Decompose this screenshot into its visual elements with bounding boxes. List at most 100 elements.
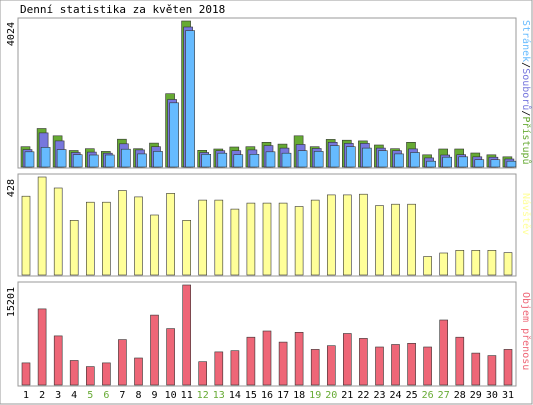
bar-bytes-Objem přenosu-day-19 <box>310 349 320 386</box>
x-tick-label-day-18: 18 <box>293 390 305 401</box>
bar-visits-Návštěv-day-27 <box>439 252 449 276</box>
x-tick-label-day-25: 25 <box>406 390 418 401</box>
bar-bytes-Objem přenosu-day-18 <box>294 331 304 386</box>
bar-bytes-Objem přenosu-day-13 <box>214 351 224 386</box>
x-tick-label-day-31: 31 <box>502 390 514 401</box>
bar-bytes-Objem přenosu-day-31 <box>503 349 513 386</box>
bar-bytes-Objem přenosu-day-24 <box>391 344 400 386</box>
bar-hits-Stránek-day-24 <box>394 153 404 168</box>
chart-panels: 4024 Stránek/Souborů/Přístupů428Návštěv15… <box>6 17 532 387</box>
bar-visits-Návštěv-day-22 <box>359 193 368 276</box>
bar-hits-Stránek-day-11 <box>185 30 195 168</box>
bar-bytes-Objem přenosu-day-11 <box>182 284 191 386</box>
bar-bytes-Objem přenosu-day-23 <box>375 346 384 386</box>
bar-hits-Stránek-day-18 <box>297 150 308 168</box>
bar-hits-Stránek-day-4 <box>72 154 83 168</box>
bar-visits-Návštěv-day-11 <box>182 220 191 276</box>
x-tick-label-day-16: 16 <box>261 390 273 401</box>
chart-title: Denní statistika za květen 2018 <box>20 3 225 16</box>
bar-hits-Stránek-day-20 <box>329 145 340 168</box>
bar-visits-Návštěv-day-6 <box>102 201 111 276</box>
y-max-label-bytes: 15201 <box>6 287 17 317</box>
x-tick-label-day-2: 2 <box>39 390 45 401</box>
bar-visits-Návštěv-day-18 <box>294 206 304 276</box>
x-tick-label-day-6: 6 <box>103 390 109 401</box>
legend-visits: Návštěv <box>520 193 532 235</box>
bar-visits-Návštěv-day-9 <box>150 214 159 276</box>
legend-part-hits-2: Souborů <box>520 68 532 110</box>
bar-bytes-Objem přenosu-day-4 <box>69 360 79 386</box>
x-tick-label-day-11: 11 <box>181 390 193 401</box>
legend-part-hits-1: / <box>520 62 531 68</box>
bar-hits-Stránek-day-14 <box>233 154 244 168</box>
x-tick-label-day-9: 9 <box>151 390 157 401</box>
bar-bytes-Objem přenosu-day-14 <box>230 350 240 386</box>
legend-hits: Stránek/Souborů/Přístupů <box>520 20 532 165</box>
bar-bytes-Objem přenosu-day-1 <box>21 362 31 386</box>
bar-hits-Stránek-day-9 <box>153 151 163 168</box>
bar-hits-Stránek-day-26 <box>426 160 436 168</box>
x-tick-label-day-14: 14 <box>229 390 241 401</box>
bar-visits-Návštěv-day-29 <box>471 250 481 276</box>
bar-hits-Stránek-day-5 <box>89 154 99 168</box>
bar-hits-Stránek-day-2 <box>40 147 51 168</box>
bar-visits-Návštěv-day-10 <box>166 193 175 276</box>
bar-hits-Stránek-day-28 <box>458 156 469 168</box>
x-tick-label-day-15: 15 <box>245 390 257 401</box>
x-axis-tick-labels: 1 2 3 4 5 6 7 8 9 10 11 12 13 14 15 16 17 18 19 20 21 22 23 24 2… <box>23 390 514 401</box>
bar-visits-Návštěv-day-5 <box>86 201 95 276</box>
bar-bytes-Objem přenosu-day-3 <box>53 335 63 386</box>
bar-hits-Stránek-day-3 <box>56 149 67 168</box>
panel-frame-visits <box>17 173 517 277</box>
bar-bytes-Objem přenosu-day-27 <box>439 319 449 386</box>
bar-visits-Návštěv-day-13 <box>214 199 224 276</box>
x-tick-label-day-28: 28 <box>454 390 466 401</box>
bar-visits-Návštěv-day-28 <box>455 250 465 276</box>
legend-part-visits-0: Návštěv <box>520 193 532 235</box>
bar-hits-Stránek-day-30 <box>490 159 501 168</box>
bar-bytes-Objem přenosu-day-22 <box>359 338 368 386</box>
legend-part-hits-4: Přístupů <box>520 116 532 164</box>
x-tick-label-day-10: 10 <box>165 390 177 401</box>
bar-bytes-Objem přenosu-day-29 <box>471 352 481 386</box>
bar-bytes-Objem přenosu-day-9 <box>150 314 159 386</box>
x-tick-label-day-17: 17 <box>277 390 289 401</box>
bar-hits-Stránek-day-22 <box>362 147 372 168</box>
bar-visits-Návštěv-day-14 <box>230 208 240 276</box>
x-tick-label-day-1: 1 <box>23 390 29 401</box>
x-tick-label-day-3: 3 <box>55 390 61 401</box>
bar-bytes-Objem přenosu-day-5 <box>86 366 95 386</box>
x-tick-label-day-19: 19 <box>309 390 321 401</box>
y-max-label-hits: 4024 <box>6 22 17 46</box>
bar-visits-Návštěv-day-8 <box>134 196 143 276</box>
panel-frame-bytes <box>17 281 517 387</box>
x-tick-label-day-29: 29 <box>470 390 482 401</box>
bar-bytes-Objem přenosu-day-10 <box>166 328 175 386</box>
x-tick-label-day-21: 21 <box>341 390 353 401</box>
bar-hits-Stránek-day-23 <box>378 150 388 168</box>
bar-hits-Stránek-day-1 <box>24 151 35 168</box>
bar-bytes-Objem přenosu-day-21 <box>342 333 352 386</box>
bar-visits-Návštěv-day-4 <box>69 220 79 276</box>
bar-hits-Stránek-day-31 <box>506 160 517 168</box>
bar-hits-Stránek-day-13 <box>217 152 228 168</box>
x-tick-label-day-4: 4 <box>71 390 77 401</box>
bar-visits-Návštěv-day-30 <box>487 250 497 276</box>
bar-hits-Stránek-day-25 <box>410 152 420 168</box>
bar-bytes-Objem přenosu-day-2 <box>37 308 47 386</box>
bar-hits-Stránek-day-21 <box>345 146 356 168</box>
panel-visits: 428 Návštěv <box>6 173 532 277</box>
bar-hits-Stránek-day-15 <box>249 154 260 168</box>
bar-bytes-Objem přenosu-day-28 <box>455 336 465 386</box>
bar-visits-Návštěv-day-25 <box>407 203 416 276</box>
bar-hits-Stránek-day-12 <box>201 154 211 168</box>
bar-hits-Stránek-day-16 <box>265 151 276 168</box>
bar-hits-Stránek-day-6 <box>105 154 115 168</box>
x-tick-label-day-26: 26 <box>422 390 434 401</box>
bar-visits-Návštěv-day-16 <box>262 202 272 276</box>
bar-visits-Návštěv-day-19 <box>310 199 320 276</box>
bar-bytes-Objem přenosu-day-25 <box>407 342 416 386</box>
bar-bytes-Objem přenosu-day-15 <box>246 336 256 386</box>
legend-part-hits-0: Stránek <box>520 20 532 62</box>
